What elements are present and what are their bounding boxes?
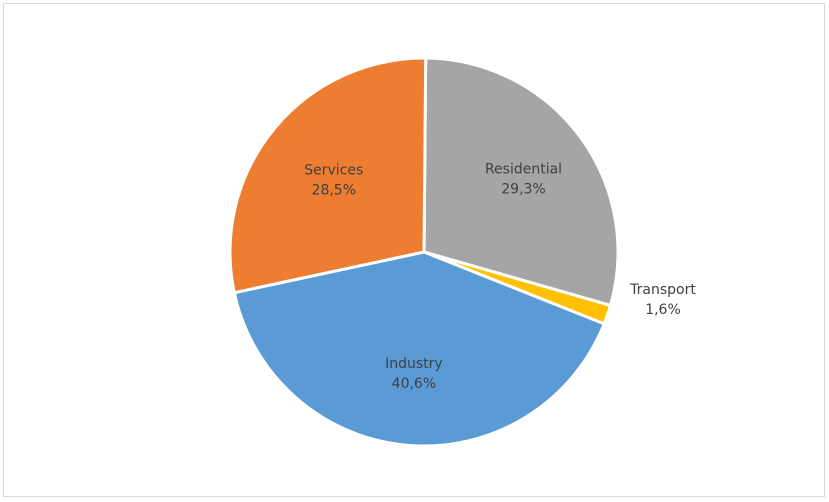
slice-label-services: Services bbox=[304, 162, 363, 178]
slice-label-residential: Residential bbox=[485, 162, 562, 178]
pie-slice-residential bbox=[422, 56, 620, 307]
slice-label-transport: Transport bbox=[629, 282, 696, 298]
slice-percent-services: 28,5% bbox=[312, 182, 356, 198]
slice-percent-transport: 1,6% bbox=[645, 302, 681, 318]
slice-percent-residential: 29,3% bbox=[501, 182, 545, 198]
pie-labels: Residential 29,3% Transport 1,6% Industry 40,… bbox=[304, 162, 696, 392]
slice-label-industry: Industry bbox=[385, 356, 443, 372]
pie-slices bbox=[228, 56, 620, 448]
slice-percent-industry: 40,6% bbox=[392, 376, 436, 392]
pie-slice-services bbox=[228, 56, 428, 295]
pie-slice-industry bbox=[232, 250, 606, 448]
